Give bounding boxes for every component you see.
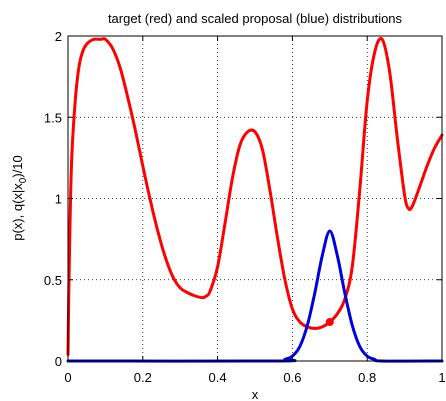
x-tick-label: 0.6 <box>283 370 301 385</box>
y-tick-label: 1 <box>55 192 62 207</box>
y-tick-label: 0 <box>55 354 62 369</box>
series-layer <box>66 36 444 363</box>
x-tick-label: 0.8 <box>358 370 376 385</box>
y-tick-label: 1.5 <box>44 110 62 125</box>
proposal-distribution-line <box>66 229 444 363</box>
y-axis-label-subscript: 0 <box>18 177 29 183</box>
target-distribution-line <box>66 36 444 356</box>
y-tick-label: 0.5 <box>44 273 62 288</box>
chart-title: target (red) and scaled proposal (blue) … <box>108 11 403 26</box>
x-axis-label: x <box>252 387 259 401</box>
x-tick-label: 0.2 <box>134 370 152 385</box>
x-tick-label: 0 <box>64 370 71 385</box>
current-sample-marker <box>325 318 334 326</box>
y-axis-label-main: p(x), q(x|x <box>10 183 25 241</box>
ticks: 0 0.2 0.4 0.6 0.8 1 0 0.5 1 1.5 2 <box>44 29 446 385</box>
y-axis-label-tail: )/10 <box>10 155 25 177</box>
y-axis-label: p(x), q(x|x0)/10 <box>10 155 29 241</box>
x-tick-label: 0.4 <box>209 370 227 385</box>
x-tick-label: 1 <box>438 370 445 385</box>
y-tick-label: 2 <box>55 29 62 44</box>
